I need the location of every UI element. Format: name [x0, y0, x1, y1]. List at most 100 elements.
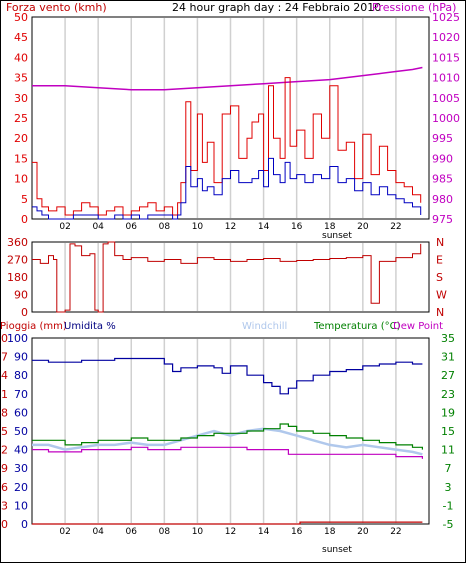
rain-tick-label: 27: [0, 351, 8, 364]
x-tick-label: 08: [159, 527, 171, 537]
humidity-axis-ticks: 0 10 20 30 40 50 60 70 80 90 100: [7, 332, 28, 531]
pressure-tick-label: 1010: [432, 72, 460, 85]
temperature-tick-label: 7: [445, 462, 452, 475]
humidity-tick-label: 10: [14, 499, 28, 512]
humidity-line: [32, 357, 423, 395]
temperature-tick-label: 19: [441, 406, 455, 419]
temperature-tick-label: -5: [443, 518, 454, 531]
direction-tick-label: 180: [7, 271, 28, 284]
x-tick-label: 18: [324, 222, 336, 232]
wind-axis-label: Forza vento (kmh): [6, 1, 107, 14]
x-tick-label: 18: [324, 527, 336, 537]
pressure-tick-label: 990: [432, 152, 453, 165]
x-tick-label: 16: [291, 527, 303, 537]
humidity-tick-label: 60: [14, 406, 28, 419]
pressure-axis-ticks: 975 980 985 990 995 1000 1005 1010 1015 1020 1025: [432, 11, 460, 226]
temperature-tick-label: -1: [443, 499, 454, 512]
pressure-tick-label: 980: [432, 193, 453, 206]
rain-tick-label: 9: [1, 462, 8, 475]
compass-tick-label: E: [436, 254, 443, 267]
wind-tick-label: 30: [14, 92, 28, 105]
sunset-label-bottom: sunset: [322, 545, 352, 555]
pressure-tick-label: 1000: [432, 112, 460, 125]
gust-line: [32, 157, 422, 220]
x-tick-label: 20: [357, 527, 369, 537]
humidity-tick-label: 30: [14, 462, 28, 475]
humidity-tick-label: 70: [14, 388, 28, 401]
pressure-tick-label: 995: [432, 132, 453, 145]
chart-title: 24 hour graph day : 24 Febbraio 2010: [172, 1, 381, 14]
x-tick-label: 22: [390, 222, 401, 232]
x-tick-label: 02: [59, 527, 70, 537]
direction-tick-label: 270: [7, 254, 28, 267]
pressure-tick-label: 975: [432, 213, 453, 226]
direction-tick-label: 90: [14, 289, 28, 302]
humidity-tick-label: 80: [14, 369, 28, 382]
humidity-tick-label: 90: [14, 351, 28, 364]
rain-tick-label: 30: [0, 332, 8, 345]
rain-line: [32, 521, 423, 525]
rain-tick-label: 24: [0, 369, 8, 382]
x-tick-label: 10: [192, 527, 204, 537]
temperature-tick-label: 31: [441, 351, 455, 364]
direction-panel-border: [31, 241, 430, 313]
humidity-axis-label: Umidita %: [64, 321, 116, 332]
wind-tick-label: 45: [14, 31, 28, 44]
wind-panel-border: [31, 16, 430, 220]
x-tick-label: 12: [225, 527, 236, 537]
direction-tick-label: 360: [7, 236, 28, 249]
rain-tick-label: 18: [0, 406, 8, 419]
pressure-tick-label: 1020: [432, 31, 460, 44]
x-tick-label: 14: [258, 222, 270, 232]
x-tick-label: 22: [390, 527, 401, 537]
wind-tick-label: 20: [14, 132, 28, 145]
direction-tick-label: 0: [21, 306, 28, 319]
temperature-tick-label: 11: [441, 444, 455, 457]
x-tick-label: 16: [291, 222, 303, 232]
wind-tick-label: 5: [21, 193, 28, 206]
x-tick-label: 06: [126, 527, 138, 537]
direction-degree-ticks: 0 90 180 270 360: [7, 236, 28, 319]
temperature-tick-label: 23: [441, 388, 455, 401]
wind-tick-label: 0: [21, 213, 28, 226]
wind-tick-label: 25: [14, 112, 28, 125]
wind-tick-label: 50: [14, 11, 28, 24]
wind-direction-line: [32, 241, 422, 313]
pressure-tick-label: 1005: [432, 92, 460, 105]
x-tick-label: 02: [59, 222, 70, 232]
humidity-tick-label: 0: [21, 518, 28, 531]
x-tick-label: 04: [92, 222, 104, 232]
sunset-label-top: sunset: [322, 231, 352, 241]
temperature-tick-label: 35: [441, 332, 455, 345]
rain-axis-label: Pioggia (mm): [0, 321, 67, 332]
dewpoint-line: [32, 446, 423, 459]
wind-tick-label: 10: [14, 173, 28, 186]
windchill-axis-label: Windchill: [242, 321, 287, 332]
rain-tick-label: 15: [0, 425, 8, 438]
temperature-tick-label: 15: [441, 425, 455, 438]
x-tick-label: 20: [357, 222, 369, 232]
wind-axis-ticks: 0 5 10 15 20 25 30 35 40 45 50: [14, 11, 28, 226]
rain-tick-label: 3: [1, 499, 8, 512]
pressure-line: [32, 66, 423, 91]
wind-panel-x-ticks: 02 04 06 08 10 12 14 16 18 20 22: [59, 222, 401, 232]
humidity-tick-label: 100: [7, 332, 28, 345]
humidity-tick-label: 40: [14, 444, 28, 457]
temperature-tick-label: 3: [445, 481, 452, 494]
rain-tick-label: 0: [1, 518, 8, 531]
wind-tick-label: 40: [14, 51, 28, 64]
x-tick-label: 14: [258, 527, 270, 537]
compass-tick-label: N: [436, 306, 444, 319]
x-tick-label: 04: [92, 527, 104, 537]
x-tick-label: 06: [126, 222, 138, 232]
x-tick-label: 08: [159, 222, 171, 232]
windchill-line: [32, 427, 423, 456]
rain-tick-label: 12: [0, 444, 8, 457]
temperature-axis-ticks: -5 -1 3 7 11 15 19 23 27 31 35: [441, 332, 455, 531]
